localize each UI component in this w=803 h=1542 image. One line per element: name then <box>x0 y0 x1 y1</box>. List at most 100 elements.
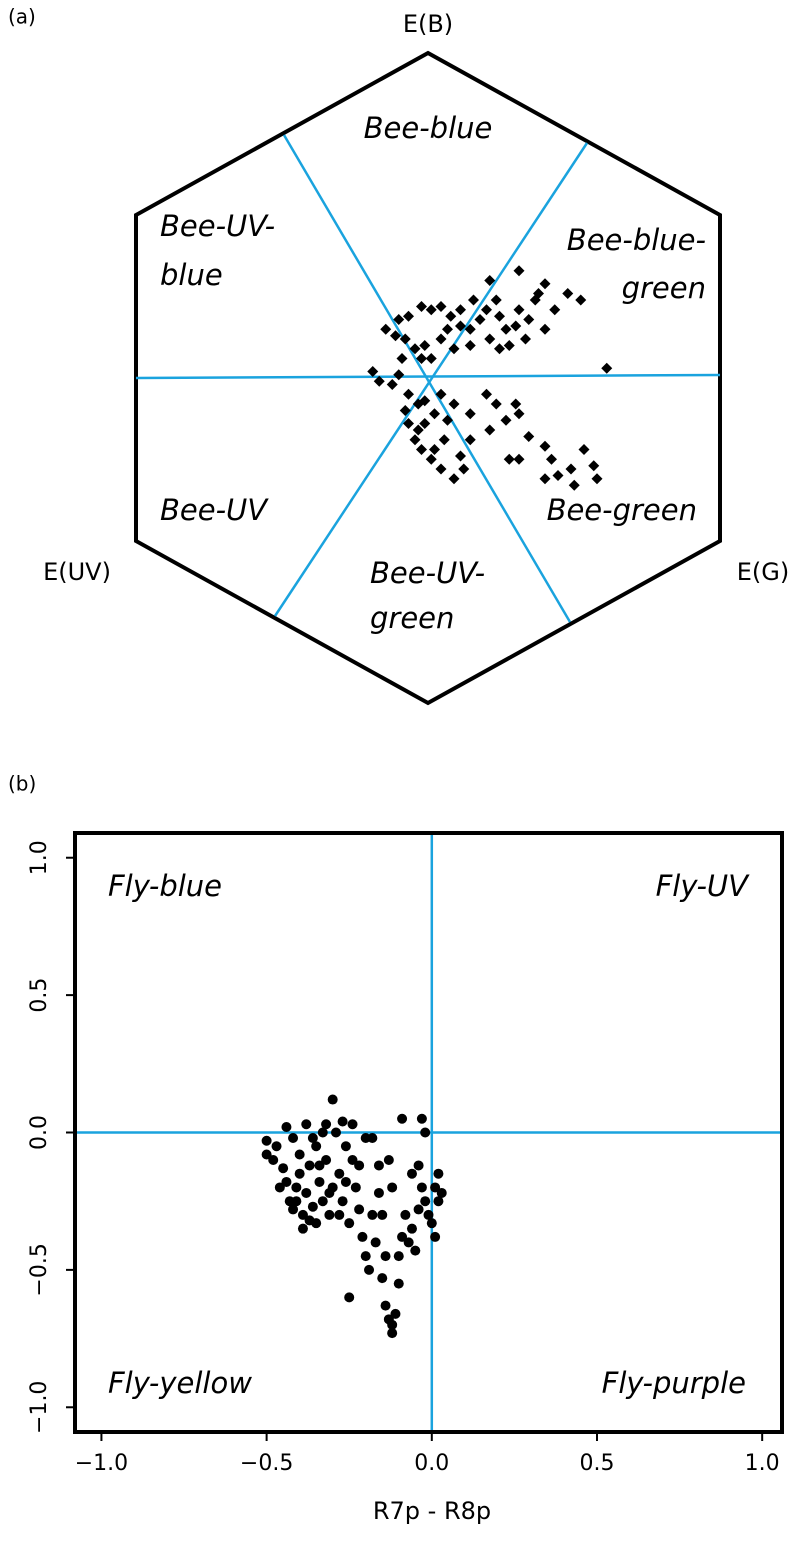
point <box>406 1168 417 1179</box>
sector-label: green <box>370 601 454 635</box>
point <box>436 1187 447 1198</box>
quadrant-label: Fly-yellow <box>108 1366 252 1400</box>
point <box>304 1160 315 1171</box>
point <box>435 301 447 312</box>
point <box>344 1218 355 1229</box>
point <box>568 479 580 491</box>
point <box>523 431 535 442</box>
point <box>311 1141 322 1152</box>
point <box>523 314 535 325</box>
point <box>268 1154 279 1165</box>
sector-label: Bee-blue- <box>567 223 706 257</box>
sector-line <box>282 134 572 623</box>
point <box>380 1300 391 1311</box>
point <box>297 1209 308 1220</box>
point <box>330 1127 341 1138</box>
point <box>301 1119 312 1130</box>
point <box>435 333 447 345</box>
sector-label: blue <box>160 258 223 292</box>
point <box>500 323 512 335</box>
point <box>464 408 476 420</box>
point <box>513 304 525 316</box>
point <box>416 353 427 364</box>
point <box>481 304 492 316</box>
point <box>387 1319 398 1330</box>
x-axis-label: R7p - R8p <box>373 1497 491 1525</box>
point <box>387 1328 398 1339</box>
point <box>274 1182 285 1193</box>
point <box>307 1201 318 1212</box>
point <box>494 310 505 322</box>
point <box>406 1223 417 1234</box>
point <box>601 362 613 374</box>
point <box>413 1160 424 1171</box>
point <box>430 1182 441 1193</box>
vertex-label: E(B) <box>403 10 453 38</box>
point <box>367 1209 378 1220</box>
point <box>458 463 470 475</box>
point <box>520 333 531 345</box>
point <box>294 1168 305 1179</box>
point <box>334 1209 345 1220</box>
x-tick-label: −1.0 <box>75 1451 128 1476</box>
vertex-label: E(UV) <box>43 558 111 586</box>
point <box>377 1209 388 1220</box>
point <box>354 1160 365 1171</box>
point <box>533 288 544 299</box>
point <box>291 1182 302 1193</box>
point <box>281 1176 292 1187</box>
point <box>288 1132 299 1143</box>
point <box>403 1237 414 1248</box>
point <box>442 414 453 426</box>
point <box>474 314 486 325</box>
point <box>513 265 525 277</box>
point <box>397 1231 408 1242</box>
point <box>435 463 447 475</box>
point <box>403 310 414 322</box>
point <box>416 301 427 312</box>
y-tick-label: 0.5 <box>27 978 52 1013</box>
y-tick-label: −1.0 <box>27 1381 52 1434</box>
panel-label: (b) <box>8 772 36 796</box>
point <box>370 1237 381 1248</box>
y-tick-label: 0.0 <box>27 1115 52 1150</box>
point <box>314 1176 325 1187</box>
point <box>510 320 522 332</box>
scatter-plot <box>75 833 782 1432</box>
quadrant-label: Fly-purple <box>602 1366 746 1400</box>
point <box>412 424 424 436</box>
point <box>464 340 476 351</box>
point <box>484 424 496 436</box>
y-tick-label: 1.0 <box>27 840 52 875</box>
point <box>383 1154 394 1165</box>
point <box>448 343 460 355</box>
point <box>433 1196 444 1207</box>
point <box>288 1204 299 1215</box>
point <box>304 1215 315 1226</box>
point <box>420 1196 431 1207</box>
point <box>419 395 431 407</box>
point <box>420 1127 431 1138</box>
point <box>591 473 603 485</box>
sector-label: Bee-UV <box>160 493 269 527</box>
point <box>367 1132 378 1143</box>
point <box>510 398 522 410</box>
x-tick-label: 0.5 <box>579 1451 614 1476</box>
point <box>380 323 392 335</box>
point <box>390 1308 401 1319</box>
vertex-label: E(G) <box>737 558 790 586</box>
point <box>490 294 502 306</box>
point <box>429 408 440 420</box>
point <box>416 444 427 455</box>
quadrant-label: Fly-blue <box>108 869 222 903</box>
point <box>314 1160 325 1171</box>
point <box>393 314 405 325</box>
point <box>360 1251 371 1262</box>
point <box>327 1094 338 1105</box>
point <box>539 323 551 335</box>
point <box>413 1204 424 1215</box>
point <box>513 453 525 465</box>
point <box>455 304 466 316</box>
point <box>403 388 414 400</box>
